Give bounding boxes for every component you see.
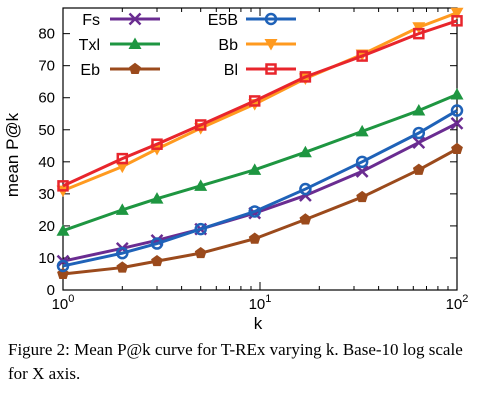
legend: Fs Txl Eb E5B Bb Bl	[79, 12, 296, 79]
legend-entry-e5b: E5B	[208, 12, 296, 29]
data-point-eb	[248, 232, 261, 244]
data-point-bl	[451, 15, 463, 27]
legend-marker-fs	[128, 12, 142, 26]
data-point-txl	[355, 124, 369, 137]
y-axis-title: mean P@k	[3, 112, 22, 197]
data-point-e5b	[355, 155, 369, 169]
y-tick-label: 0	[47, 282, 55, 299]
legend-entry-bl: Bl	[224, 62, 296, 79]
legend-entry-fs: Fs	[82, 12, 160, 29]
series-txl	[56, 88, 464, 236]
legend-entry-bb: Bb	[218, 37, 296, 54]
legend-label-bb: Bb	[218, 37, 238, 54]
series-eb	[57, 142, 463, 279]
data-point-txl	[56, 224, 70, 236]
y-tick-label: 50	[38, 122, 55, 139]
data-point-bl	[299, 71, 312, 83]
data-point-eb	[299, 213, 312, 225]
data-point-txl	[115, 203, 129, 215]
x-tick-label: 100	[52, 293, 75, 313]
legend-label-txl: Txl	[79, 37, 100, 54]
data-point-bb	[450, 7, 464, 20]
legend-label-bl: Bl	[224, 62, 238, 79]
figure-caption: Figure 2: Mean P@k curve for T-REx varyi…	[8, 340, 463, 383]
data-point-bl	[151, 138, 163, 150]
y-tick-label: 40	[38, 154, 55, 171]
data-point-eb	[412, 163, 425, 175]
legend-marker-eb	[129, 62, 141, 75]
data-point-e5b	[56, 259, 70, 273]
x-tick-label: 101	[249, 293, 272, 313]
series-bl	[57, 15, 463, 192]
data-point-fs	[412, 136, 426, 149]
legend-label-eb: Eb	[80, 62, 100, 79]
legend-marker-e5b	[264, 12, 278, 26]
legend-label-fs: Fs	[82, 12, 100, 29]
y-tick-label: 10	[38, 250, 55, 267]
x-axis-title: k	[254, 314, 263, 333]
series-line-bl	[62, 19, 458, 188]
legend-marker-bl	[265, 63, 277, 75]
data-point-e5b	[116, 246, 129, 260]
y-tick-label: 80	[38, 26, 55, 43]
plot-area: 0 10 20 30 40 50 60 70 80 100 101 102	[38, 7, 469, 313]
data-point-e5b	[412, 126, 426, 140]
legend-marker-txl	[128, 37, 142, 49]
y-tick-label: 60	[38, 90, 55, 107]
data-point-eb	[356, 190, 369, 203]
data-point-txl	[450, 88, 464, 100]
data-point-txl	[248, 163, 262, 175]
data-point-txl	[298, 145, 312, 158]
legend-label-e5b: E5B	[208, 12, 238, 29]
data-point-e5b	[248, 205, 261, 218]
data-point-bb	[115, 161, 129, 174]
data-point-bl	[413, 27, 425, 40]
data-point-e5b	[450, 104, 464, 117]
data-point-bl	[116, 152, 129, 165]
legend-entry-eb: Eb	[80, 62, 160, 79]
data-point-e5b	[299, 182, 312, 196]
line-chart: mean P@k k 0 10 20 30 40 50 60 70 80 100 101 102 Fs…	[3, 7, 469, 333]
data-point-bl	[248, 95, 261, 107]
data-point-eb	[451, 142, 463, 155]
data-point-txl	[194, 179, 208, 191]
data-point-txl	[412, 104, 426, 116]
data-point-fs	[450, 116, 464, 130]
data-point-bl	[194, 119, 207, 131]
series-line-e5b	[62, 109, 458, 268]
data-point-e5b	[194, 222, 207, 236]
legend-marker-bb	[264, 39, 278, 51]
data-point-e5b	[150, 237, 164, 250]
data-point-txl	[150, 192, 164, 204]
data-point-eb	[151, 254, 163, 267]
x-tick-label: 102	[446, 293, 469, 313]
data-point-bl	[57, 180, 69, 192]
data-point-eb	[194, 246, 207, 259]
y-tick-label: 30	[38, 186, 55, 203]
series-e5b	[56, 104, 464, 273]
y-tick-label: 20	[38, 218, 55, 235]
data-point-fs	[355, 165, 369, 178]
y-tick-label: 70	[38, 58, 55, 75]
legend-entry-txl: Txl	[79, 37, 160, 54]
data-point-bl	[356, 50, 368, 62]
data-point-eb	[116, 261, 129, 273]
